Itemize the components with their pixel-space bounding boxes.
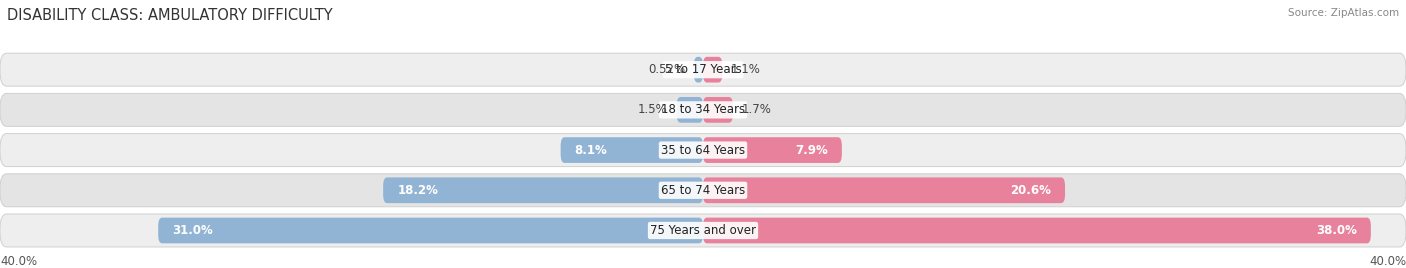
- FancyBboxPatch shape: [703, 97, 733, 123]
- FancyBboxPatch shape: [561, 137, 703, 163]
- FancyBboxPatch shape: [0, 53, 1406, 86]
- FancyBboxPatch shape: [703, 137, 842, 163]
- Text: 1.7%: 1.7%: [742, 103, 772, 116]
- Text: 5 to 17 Years: 5 to 17 Years: [665, 63, 741, 76]
- Text: 65 to 74 Years: 65 to 74 Years: [661, 184, 745, 197]
- FancyBboxPatch shape: [703, 218, 1371, 243]
- Text: 75 Years and over: 75 Years and over: [650, 224, 756, 237]
- Text: 31.0%: 31.0%: [173, 224, 212, 237]
- Text: 20.6%: 20.6%: [1010, 184, 1052, 197]
- FancyBboxPatch shape: [382, 177, 703, 203]
- Text: 1.1%: 1.1%: [731, 63, 761, 76]
- FancyBboxPatch shape: [0, 214, 1406, 247]
- Text: 8.1%: 8.1%: [575, 144, 607, 157]
- FancyBboxPatch shape: [676, 97, 703, 123]
- Text: 0.52%: 0.52%: [648, 63, 685, 76]
- Text: 38.0%: 38.0%: [1316, 224, 1357, 237]
- Text: 18 to 34 Years: 18 to 34 Years: [661, 103, 745, 116]
- FancyBboxPatch shape: [703, 177, 1066, 203]
- Text: 7.9%: 7.9%: [794, 144, 828, 157]
- Text: Source: ZipAtlas.com: Source: ZipAtlas.com: [1288, 8, 1399, 18]
- FancyBboxPatch shape: [703, 57, 723, 83]
- Text: 40.0%: 40.0%: [0, 255, 37, 268]
- FancyBboxPatch shape: [0, 93, 1406, 126]
- Text: 18.2%: 18.2%: [398, 184, 439, 197]
- Text: 35 to 64 Years: 35 to 64 Years: [661, 144, 745, 157]
- FancyBboxPatch shape: [159, 218, 703, 243]
- FancyBboxPatch shape: [0, 174, 1406, 207]
- Text: 40.0%: 40.0%: [1369, 255, 1406, 268]
- FancyBboxPatch shape: [695, 57, 703, 83]
- Text: DISABILITY CLASS: AMBULATORY DIFFICULTY: DISABILITY CLASS: AMBULATORY DIFFICULTY: [7, 8, 333, 23]
- Text: 1.5%: 1.5%: [638, 103, 668, 116]
- FancyBboxPatch shape: [0, 133, 1406, 166]
